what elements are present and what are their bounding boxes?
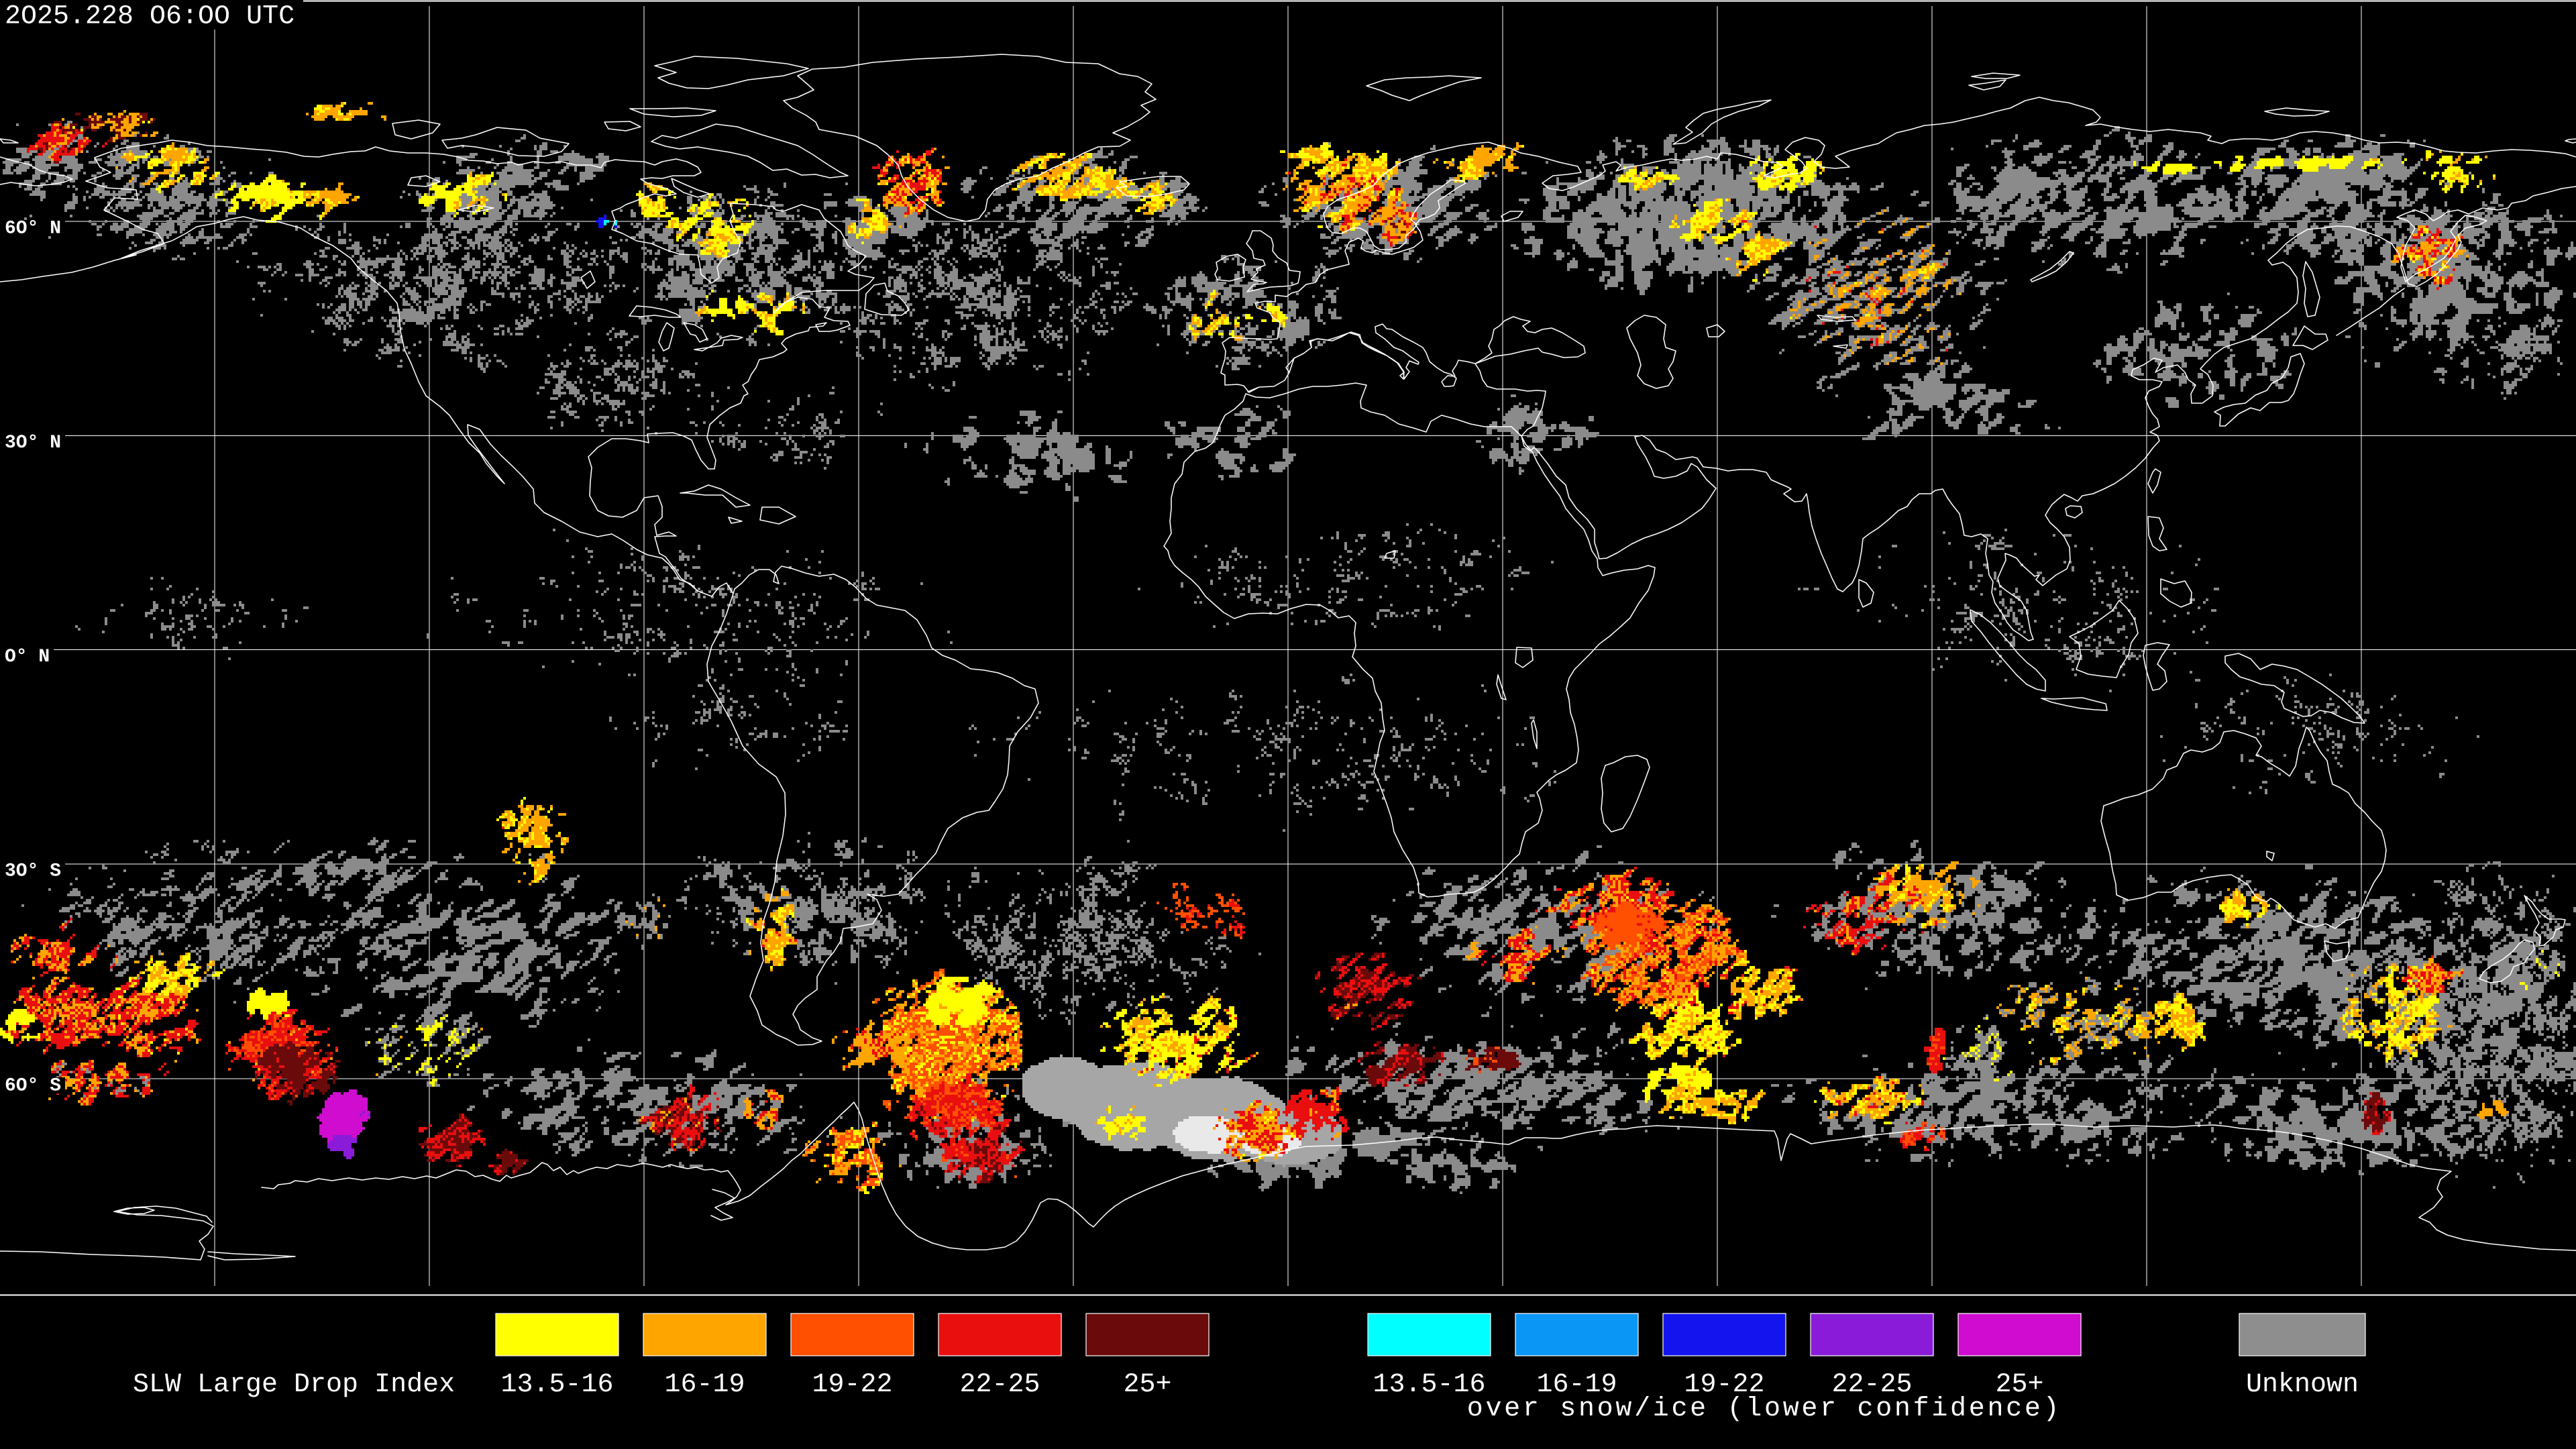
svg-text:over snow/ice (lower confidenc: over snow/ice (lower confidence) — [1467, 1394, 2062, 1424]
svg-text:Unknown: Unknown — [2246, 1370, 2359, 1400]
svg-text:22-25: 22-25 — [1831, 1370, 1912, 1400]
svg-text:6O° S: 6O° S — [5, 1076, 61, 1097]
svg-text:25+: 25+ — [1995, 1370, 2043, 1400]
svg-text:16-19: 16-19 — [664, 1370, 745, 1400]
svg-text:2O25.228 O6:OO UTC: 2O25.228 O6:OO UTC — [5, 2, 294, 32]
svg-text:19-22: 19-22 — [1684, 1370, 1764, 1400]
svg-text:19-22: 19-22 — [812, 1370, 892, 1400]
svg-text:3O° S: 3O° S — [5, 861, 61, 882]
svg-text:6O° N: 6O° N — [5, 219, 61, 239]
svg-text:22-25: 22-25 — [959, 1370, 1040, 1400]
svg-text:25+: 25+ — [1123, 1370, 1171, 1400]
svg-text:SLW Large Drop Index: SLW Large Drop Index — [133, 1370, 455, 1400]
svg-text:13.5-16: 13.5-16 — [1373, 1370, 1485, 1400]
svg-text:16-19: 16-19 — [1536, 1370, 1617, 1400]
svg-text:3O° N: 3O° N — [5, 433, 61, 453]
svg-text:O° N: O° N — [5, 647, 50, 667]
svg-text:13.5-16: 13.5-16 — [500, 1370, 613, 1400]
